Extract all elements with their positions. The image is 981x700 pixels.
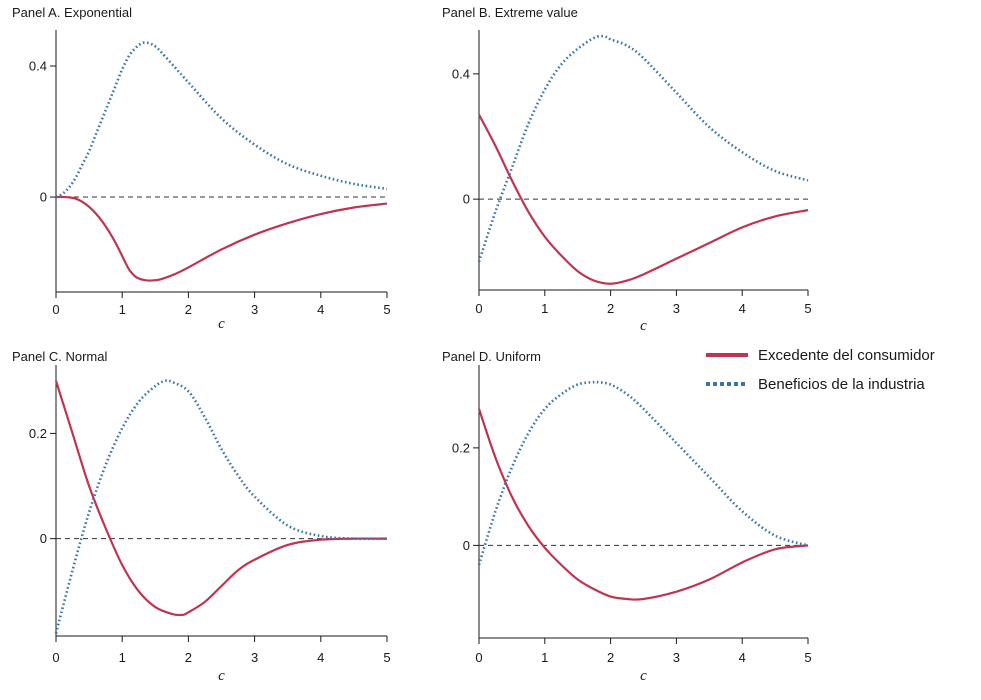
y-tick-label: 0.4 — [29, 59, 47, 74]
x-tick-label: 4 — [317, 650, 324, 665]
x-tick-label: 1 — [541, 650, 548, 665]
x-axis-label: c — [218, 668, 225, 684]
y-tick-label: 0 — [40, 531, 47, 546]
x-tick-label: 5 — [804, 301, 811, 316]
x-tick-label: 5 — [804, 650, 811, 665]
panel-title: Panel B. Extreme value — [442, 5, 578, 20]
y-tick-label: 0.4 — [452, 66, 470, 81]
y-tick-label: 0.2 — [29, 426, 47, 441]
y-tick-label: 0 — [463, 538, 470, 553]
panel-title: Panel C. Normal — [12, 349, 107, 364]
x-tick-label: 1 — [119, 302, 126, 317]
x-tick-label: 3 — [251, 302, 258, 317]
x-tick-label: 4 — [739, 301, 746, 316]
y-tick-label: 0 — [463, 192, 470, 207]
x-tick-label: 2 — [607, 301, 614, 316]
x-tick-label: 0 — [52, 650, 59, 665]
x-tick-label: 0 — [475, 650, 482, 665]
panel-c: Panel C. Normal 0 1 2 3 4 5 0 0.2 c — [12, 349, 391, 684]
consumer-surplus-line — [55, 195, 388, 282]
industry-profits-line — [477, 34, 809, 263]
panel-title: Panel D. Uniform — [442, 349, 541, 364]
x-tick-label: 0 — [52, 302, 59, 317]
x-tick-label: 3 — [673, 301, 680, 316]
x-tick-label: 0 — [475, 301, 482, 316]
legend-label: Excedente del consumidor — [758, 347, 935, 364]
x-tick-label: 2 — [185, 302, 192, 317]
y-tick-label: 0.2 — [452, 440, 470, 455]
x-tick-label: 5 — [383, 302, 390, 317]
x-axis-label: c — [218, 316, 225, 332]
y-tick-label: 0 — [40, 190, 47, 205]
panel-d: Panel D. Uniform 0 1 2 3 4 5 0 0.2 c — [442, 349, 812, 684]
consumer-surplus-line — [478, 114, 809, 285]
x-tick-label: 5 — [383, 650, 390, 665]
consumer-surplus-line — [477, 408, 809, 601]
x-tick-label: 3 — [673, 650, 680, 665]
panel-a: Panel A. Exponential 0 1 2 3 4 5 0 0.4 c — [12, 5, 391, 332]
industry-profits-line — [54, 379, 388, 634]
x-tick-label: 1 — [119, 650, 126, 665]
legend: Excedente del consumidor Beneficios de la… — [706, 347, 935, 393]
consumer-surplus-line — [54, 380, 388, 617]
panel-title: Panel A. Exponential — [12, 5, 132, 20]
legend-item-industry-profits: Beneficios de la industria — [706, 376, 925, 393]
legend-label: Beneficios de la industria — [758, 376, 925, 393]
panel-b: Panel B. Extreme value 0 1 2 3 4 5 0 0.4 c — [442, 5, 812, 334]
industry-profits-line — [477, 380, 809, 566]
x-tick-label: 3 — [251, 650, 258, 665]
x-axis-label: c — [640, 668, 647, 684]
industry-profits-line — [55, 41, 388, 199]
x-axis-label: c — [640, 318, 647, 334]
x-tick-label: 4 — [317, 302, 324, 317]
x-tick-label: 4 — [739, 650, 746, 665]
x-tick-label: 1 — [541, 301, 548, 316]
x-tick-label: 2 — [607, 650, 614, 665]
x-tick-label: 2 — [185, 650, 192, 665]
legend-item-consumer-surplus: Excedente del consumidor — [706, 347, 935, 364]
